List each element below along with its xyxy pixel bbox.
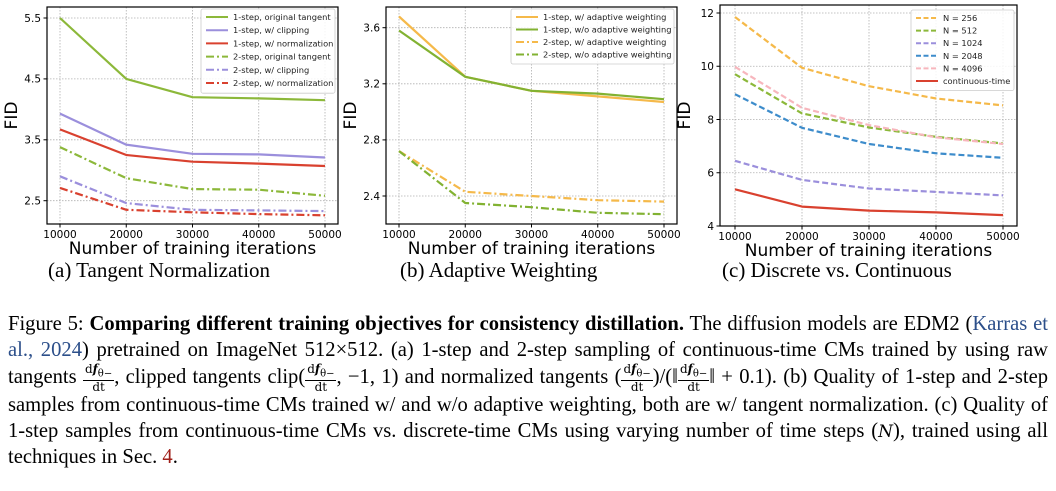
x-axis-title: Number of training iterations bbox=[745, 241, 993, 260]
x-axis-title: Number of training iterations bbox=[408, 239, 656, 259]
legend-box bbox=[910, 9, 1015, 91]
y-tick-label: 3.5 bbox=[24, 135, 41, 147]
series-line-c-5 bbox=[734, 188, 1004, 217]
legend-label: N = 512 bbox=[943, 26, 977, 36]
y-tick-label: 2.8 bbox=[363, 135, 380, 147]
series-line-a-0 bbox=[59, 17, 326, 102]
series-line-c-2 bbox=[734, 159, 1004, 197]
legend-label: 2-step, w/ clipping bbox=[233, 65, 309, 75]
series-line-b-1 bbox=[398, 29, 665, 101]
figure-caption: Figure 5: Comparing different training o… bbox=[8, 312, 1048, 471]
legend-label: 2-step, w/ adaptive weighting bbox=[543, 37, 666, 47]
caption-text: , −1, 1) and normalized tangents ( bbox=[336, 365, 622, 388]
x-tick-label: 20000 bbox=[785, 231, 818, 243]
figure-panels: 10000 20000 30000 40000 50000 2.5 3.5 4.5 5.5 Num… bbox=[2, 4, 1020, 260]
y-tick-label: 4 bbox=[707, 221, 714, 233]
x-tick-label: 20000 bbox=[449, 229, 482, 241]
caption-text: ‖ + 0.1). (b) Quality of 1-step and 2-st… bbox=[8, 365, 1049, 442]
math-fraction: dfθ− dt bbox=[82, 362, 115, 395]
y-axis-title: FID bbox=[341, 102, 361, 130]
x-tick-label: 40000 bbox=[581, 229, 614, 241]
x-tick-label: 10000 bbox=[718, 231, 751, 243]
math-fraction: dfθ− dt bbox=[621, 362, 653, 395]
series-line-a-3 bbox=[59, 146, 326, 197]
y-tick-label: 2.4 bbox=[363, 191, 380, 203]
math-fraction: dfθ− dt bbox=[677, 362, 710, 395]
x-tick-label: 40000 bbox=[919, 231, 952, 243]
legend-label: 1-step, w/ clipping bbox=[233, 25, 309, 35]
legend-label: 1-step, w/o adaptive weighting bbox=[543, 25, 672, 35]
subcaption-c: (c) Discrete vs. Continuous bbox=[722, 258, 952, 282]
x-axis-title: Number of training iterations bbox=[69, 239, 317, 259]
caption-bold-title: Comparing different training objectives … bbox=[89, 313, 684, 335]
legend: N = 256 N = 512 N = 1024 N = 2048 N = 4096 co… bbox=[910, 9, 1015, 91]
legend-box bbox=[200, 8, 336, 94]
x-tick-label: 10000 bbox=[43, 229, 76, 241]
y-tick-label: 3.6 bbox=[363, 23, 380, 35]
series-line-a-2 bbox=[59, 128, 326, 168]
x-tick-label: 50000 bbox=[308, 229, 341, 241]
legend-label: 2-step, w/ normalization bbox=[233, 78, 333, 88]
x-tick-label: 30000 bbox=[176, 229, 209, 241]
caption-text: , clipped tangents clip( bbox=[114, 365, 306, 388]
x-tick-label: 30000 bbox=[515, 229, 548, 241]
x-tick-label: 50000 bbox=[986, 231, 1019, 243]
caption-text: ), trained using all techniques in Sec. bbox=[8, 419, 1048, 469]
legend-label: N = 256 bbox=[943, 13, 977, 23]
series-line-b-3 bbox=[398, 150, 665, 216]
caption-text: The diffusion models are EDM2 ( bbox=[689, 313, 973, 335]
legend: 1-step, w/ adaptive weighting 1-step, w/o… bbox=[510, 8, 675, 65]
legend-label: 1-step, original tangent bbox=[233, 12, 331, 22]
legend-label: N = 2048 bbox=[943, 51, 983, 61]
legend-label: N = 1024 bbox=[943, 38, 983, 48]
legend-label: 1-step, w/ adaptive weighting bbox=[543, 12, 666, 22]
y-axis-title: FID bbox=[675, 102, 695, 130]
y-tick-label: 12 bbox=[701, 8, 714, 20]
legend-label: 2-step, original tangent bbox=[233, 52, 331, 62]
x-tick-label: 10000 bbox=[382, 229, 415, 241]
chart-panel-a: 10000 20000 30000 40000 50000 2.5 3.5 4.5 5.5 Num… bbox=[2, 6, 342, 259]
x-tick-label: 20000 bbox=[110, 229, 143, 241]
y-tick-label: 5.5 bbox=[24, 13, 41, 25]
legend-label: 2-step, w/o adaptive weighting bbox=[543, 50, 672, 60]
y-tick-label: 8 bbox=[707, 114, 714, 126]
legend-label: 1-step, w/ normalization bbox=[233, 38, 333, 48]
subcaption-b: (b) Adaptive Weighting bbox=[400, 258, 598, 282]
math-variable: N bbox=[878, 421, 893, 442]
legend: 1-step, original tangent 1-step, w/ clipp… bbox=[200, 8, 336, 94]
series-line-c-0 bbox=[734, 16, 1004, 107]
subcaption-a: (a) Tangent Normalization bbox=[48, 258, 271, 282]
x-tick-label: 50000 bbox=[647, 229, 680, 241]
section-link[interactable]: 4 bbox=[162, 446, 173, 469]
y-tick-label: 10 bbox=[701, 61, 714, 73]
citation-link[interactable]: Karras et al., 2024 bbox=[8, 313, 1048, 361]
caption-label: Figure 5: bbox=[8, 313, 84, 335]
series-line-a-1 bbox=[59, 112, 326, 159]
y-tick-label: 3.2 bbox=[363, 79, 380, 91]
caption-text: ) pretrained on ImageNet 512×512. (a) 1-… bbox=[8, 338, 1049, 388]
series-line-c-3 bbox=[734, 93, 1004, 159]
series-line-a-4 bbox=[59, 175, 326, 213]
caption-text: )/(‖ bbox=[652, 365, 678, 388]
y-tick-label: 6 bbox=[707, 168, 714, 180]
series-line-a-5 bbox=[59, 186, 326, 217]
chart-panel-b: 10000 20000 30000 40000 50000 2.4 2.8 3.2 3.6 Num… bbox=[341, 6, 681, 259]
chart-panel-c: 10000 20000 30000 40000 50000 4 6 8 10 12 Number o… bbox=[675, 4, 1020, 260]
caption-text: . bbox=[172, 446, 178, 469]
legend-label: continuous-time bbox=[943, 76, 1010, 86]
legend-box bbox=[510, 8, 675, 65]
x-tick-label: 40000 bbox=[242, 229, 275, 241]
y-tick-label: 2.5 bbox=[24, 196, 41, 208]
legend-label: N = 4096 bbox=[943, 63, 983, 73]
y-tick-label: 4.5 bbox=[24, 74, 41, 86]
x-tick-label: 30000 bbox=[852, 231, 885, 243]
math-fraction: dfθ− dt bbox=[305, 362, 337, 395]
y-axis-title: FID bbox=[2, 102, 22, 130]
